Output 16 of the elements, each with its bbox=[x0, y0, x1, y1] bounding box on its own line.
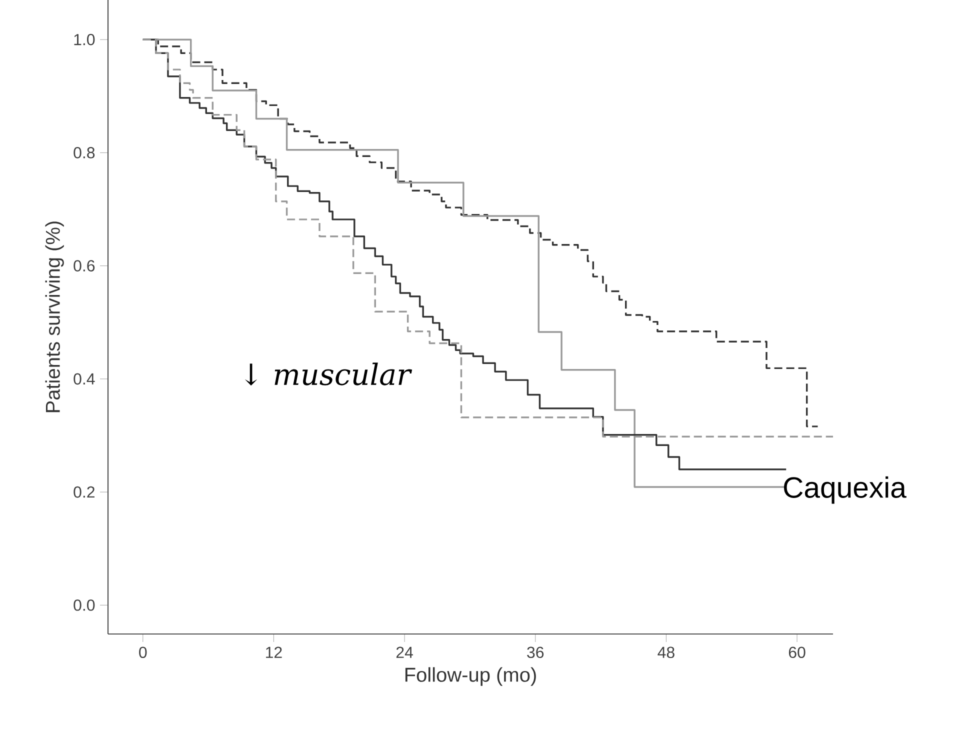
x-tick-label: 24 bbox=[396, 646, 413, 658]
x-tick-label: 48 bbox=[658, 646, 674, 658]
x-tick-label: 60 bbox=[788, 646, 806, 658]
x-tick-label: 36 bbox=[527, 646, 544, 658]
annotation: Caquexia bbox=[784, 476, 906, 504]
y-tick-label: 0.8 bbox=[74, 147, 95, 158]
y-axis-title: Patients surviving (%) bbox=[45, 222, 64, 412]
y-tick-label: 0.4 bbox=[74, 373, 95, 385]
x-axis-title: Follow-up (mo) bbox=[405, 667, 536, 686]
x-tick-label: 12 bbox=[266, 646, 282, 658]
y-tick-label: 1.0 bbox=[74, 34, 95, 46]
x-tick-label: 0 bbox=[139, 646, 147, 658]
y-tick-label: 0.2 bbox=[74, 486, 94, 498]
y-tick-label: 0.6 bbox=[74, 260, 95, 272]
y-tick-label: 0.0 bbox=[74, 599, 95, 611]
annotation: ↓ muscular bbox=[245, 362, 412, 386]
